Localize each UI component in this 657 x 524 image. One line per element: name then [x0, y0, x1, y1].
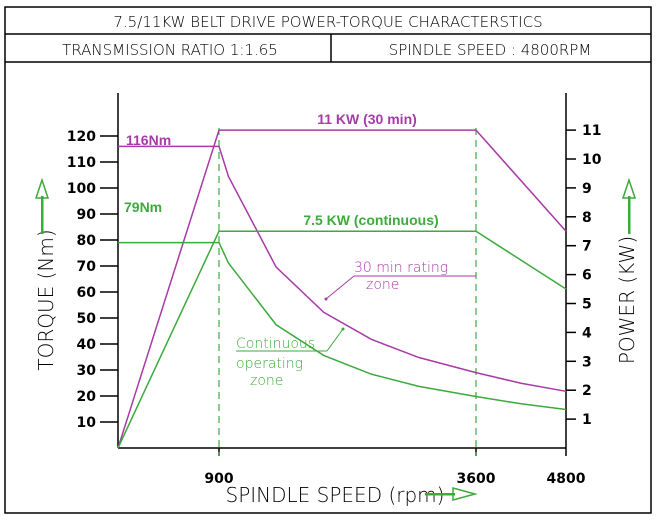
right-tick-label: 7: [582, 239, 592, 255]
zone-30min-dot: [324, 297, 328, 301]
left-tick-label: 120: [67, 129, 96, 145]
right-tick-label: 5: [582, 297, 592, 313]
x-tick-label: 900: [204, 471, 233, 487]
series-line-power: [117, 230, 567, 449]
right-tick-label: 2: [582, 383, 592, 399]
left-tick-label: 70: [77, 259, 97, 275]
torque-continuous-label: 79Nm: [124, 199, 162, 215]
chart-title: 7.5/11KW BELT DRIVE POWER-TORQUE CHARACT…: [113, 13, 542, 31]
transmission-ratio-label: TRANSMISSION RATIO 1:1.65: [62, 41, 278, 59]
right-axis-title: POWER (KW): [615, 236, 639, 364]
series-group: [117, 129, 567, 449]
left-tick-label: 20: [77, 389, 97, 405]
x-axis-title: SPINDLE SPEED (rpm): [226, 483, 445, 507]
left-tick-label: 80: [77, 233, 97, 249]
right-y-ticks: 1 2 3 4 5 6 7 8 9 10 11: [566, 123, 602, 428]
x-ticks: 900 3600 4800: [204, 448, 586, 487]
series-line-torque: [218, 146, 567, 393]
right-tick-label: 8: [582, 210, 592, 226]
right-tick-label: 1: [582, 412, 592, 428]
zone-30min-leader: [325, 275, 355, 300]
left-tick-label: 50: [77, 311, 97, 327]
right-axis-arrow-icon: [621, 177, 637, 234]
series-line-torque: [218, 242, 567, 411]
series-line-power: [117, 129, 567, 449]
left-tick-label: 30: [77, 363, 97, 379]
torque-30min-label: 116Nm: [126, 132, 171, 148]
zone-30min-line2: zone: [366, 277, 399, 293]
zone-cont-line2: operating: [236, 356, 303, 372]
zone-cont-line1: Continuous: [236, 336, 315, 352]
x-tick-label: 4800: [547, 471, 586, 487]
x-axis-arrow-icon: [425, 487, 478, 501]
speed-guide-lines: [218, 128, 477, 456]
left-tick-label: 110: [67, 155, 96, 171]
outer-frame: [4, 6, 652, 514]
zone-cont-line3: zone: [250, 373, 283, 389]
right-tick-label: 11: [582, 123, 601, 139]
power-30min-label: 11 KW (30 min): [317, 111, 417, 127]
zone-cont-leader: [326, 328, 344, 352]
right-tick-label: 6: [582, 268, 592, 284]
right-tick-label: 3: [582, 354, 592, 370]
power-continuous-label: 7.5 KW (continuous): [303, 212, 438, 228]
left-axis-title: TORQUE (Nm): [34, 229, 58, 370]
x-tick-label: 3600: [457, 471, 496, 487]
zone-30min-line1: 30 min rating: [354, 260, 448, 276]
left-tick-label: 40: [77, 337, 97, 353]
zone-cont-dot: [341, 327, 345, 331]
right-tick-label: 10: [582, 152, 602, 168]
left-tick-label: 10: [77, 415, 97, 431]
left-tick-label: 60: [77, 285, 97, 301]
left-y-ticks: 10 20 30 40 50 60 70 80 90 100 110 120: [67, 129, 118, 431]
spindle-speed-label: SPINDLE SPEED : 4800RPM: [389, 41, 592, 59]
right-tick-label: 4: [582, 325, 592, 341]
left-tick-label: 90: [77, 207, 97, 223]
left-tick-label: 100: [67, 181, 96, 197]
right-tick-label: 9: [582, 181, 592, 197]
left-axis-arrow-icon: [34, 177, 50, 234]
